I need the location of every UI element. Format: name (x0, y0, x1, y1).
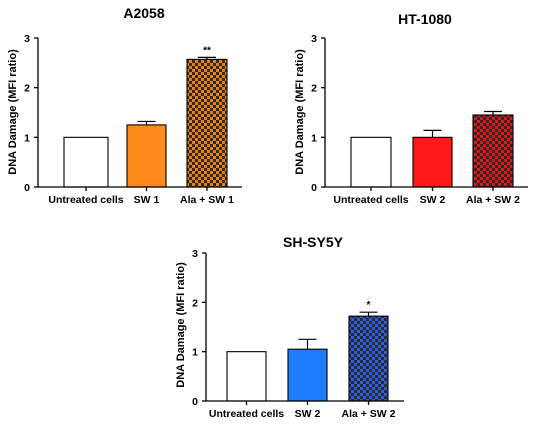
x-category-label: Untreated cells (333, 194, 408, 206)
y-tick-label: 2 (24, 83, 30, 95)
y-tick-label: 3 (311, 33, 317, 45)
y-axis-label: DNA Damage (MFI ratio) (294, 49, 306, 175)
axes (34, 37, 242, 191)
chart-title: SH-SY5Y (283, 234, 344, 250)
bar (472, 114, 514, 188)
bar-series (226, 311, 389, 402)
bar-series (63, 56, 228, 188)
x-category-label: Untreated cells (209, 408, 284, 420)
x-axis-categories: Untreated cells SW 2 Ala + SW 2 (209, 408, 396, 420)
x-category-label: Ala + SW 2 (466, 194, 520, 206)
y-axis-ticks: 0 1 2 3 (311, 33, 317, 194)
bar (126, 124, 167, 188)
y-tick-label: 1 (24, 132, 30, 144)
x-axis-categories: Untreated cells SW 2 Ala + SW 2 (333, 194, 520, 206)
y-axis-ticks: 0 1 2 3 (24, 33, 30, 194)
x-category-label: SW 1 (134, 194, 160, 206)
bar (350, 136, 392, 188)
y-axis-label: DNA Damage (MFI ratio) (175, 262, 187, 388)
y-tick-label: 0 (192, 396, 198, 408)
chart-title: A2058 (123, 5, 164, 21)
bar-series (350, 110, 514, 188)
chart-panel-ht1080: HT-1080 DNA Damage (MFI ratio) 0 1 2 3 U… (294, 11, 528, 206)
y-tick-label: 1 (311, 132, 317, 144)
chart-panel-shsy5y: SH-SY5Y DNA Damage (MFI ratio) 0 1 2 3 U… (175, 234, 404, 420)
y-tick-label: 2 (311, 83, 317, 95)
bar (226, 351, 267, 402)
significance-marker: * (367, 300, 371, 311)
chart-panel-a2058: A2058 DNA Damage (MFI ratio) 0 1 2 3 Unt… (7, 5, 242, 206)
y-tick-label: 3 (192, 248, 198, 260)
bar (287, 348, 328, 402)
significance-markers: * (367, 300, 371, 311)
y-tick-label: 2 (192, 297, 198, 309)
y-tick-label: 3 (24, 33, 30, 45)
x-axis-categories: Untreated cells SW 1 Ala + SW 1 (48, 194, 234, 206)
bar (63, 136, 109, 188)
axes (202, 252, 404, 405)
chart-title: HT-1080 (398, 11, 452, 27)
significance-markers: ** (203, 45, 211, 56)
significance-marker: ** (203, 45, 211, 56)
x-category-label: SW 2 (420, 194, 446, 206)
x-category-label: SW 2 (295, 408, 321, 420)
y-axis-ticks: 0 1 2 3 (192, 248, 198, 408)
y-tick-label: 0 (311, 182, 317, 194)
y-tick-label: 1 (192, 347, 198, 359)
bar (186, 58, 228, 188)
axes (321, 37, 528, 191)
x-category-label: Ala + SW 2 (342, 408, 396, 420)
y-axis-label: DNA Damage (MFI ratio) (7, 49, 19, 175)
x-category-label: Untreated cells (48, 194, 123, 206)
bar (412, 136, 453, 188)
y-tick-label: 0 (24, 182, 30, 194)
bar (348, 315, 389, 402)
x-category-label: Ala + SW 1 (180, 194, 234, 206)
